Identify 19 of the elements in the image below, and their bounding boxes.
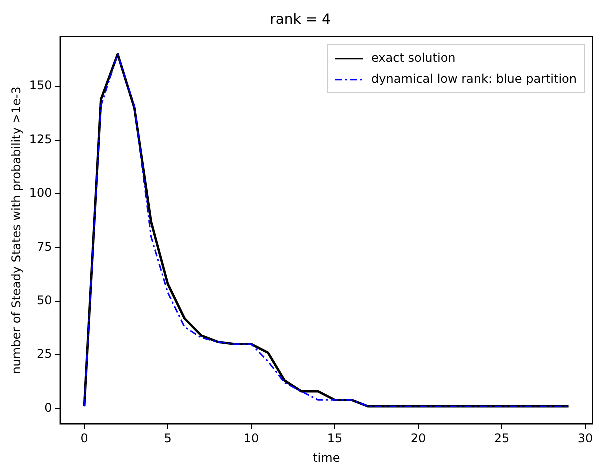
x-tick-label: 15	[327, 432, 343, 446]
x-tick-label: 30	[578, 432, 594, 446]
x-tick-label: 20	[410, 432, 426, 446]
y-tick-label: 0	[44, 400, 52, 415]
x-tick-label: 25	[494, 432, 510, 446]
y-tick-label: 150	[29, 78, 52, 93]
y-tick-label: 75	[37, 240, 52, 254]
y-tick-label: 125	[29, 132, 52, 146]
x-tick-label: 10	[244, 432, 260, 446]
y-tick-label: 50	[37, 293, 52, 308]
x-tick-label: 0	[80, 432, 88, 446]
y-axis-title: number of Steady States with probability >1e-3	[9, 86, 24, 374]
x-axis-title: time	[313, 450, 340, 465]
chart-title: rank = 4	[270, 12, 332, 28]
x-tick-label: 5	[164, 432, 172, 446]
y-tick-label: 100	[29, 186, 52, 200]
legend-label: dynamical low rank: blue partition	[372, 72, 578, 86]
y-tick-label: 25	[37, 347, 52, 362]
legend-label: exact solution	[372, 50, 456, 65]
